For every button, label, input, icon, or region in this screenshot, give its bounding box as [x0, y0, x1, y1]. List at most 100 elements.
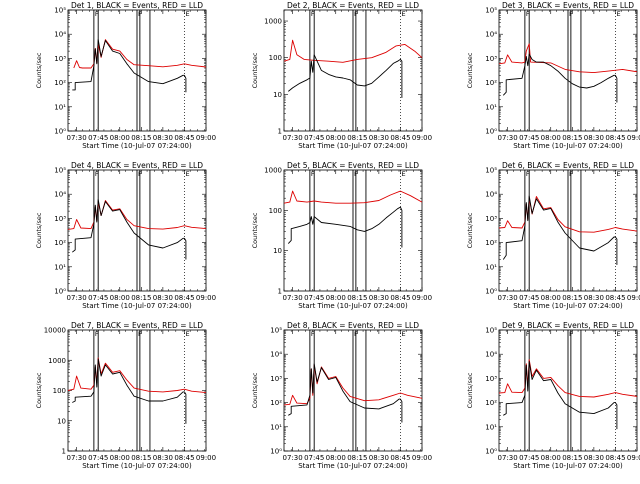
y-tick-label: 10² — [485, 399, 497, 407]
event-marker-label: E — [401, 170, 405, 178]
x-axis-label: Start Time (10-Jul-07 07:24:00) — [298, 142, 408, 150]
x-tick-label: 08:00 — [110, 294, 130, 302]
y-tick-label: 10¹ — [485, 423, 497, 431]
x-axis-label: Start Time (10-Jul-07 07:24:00) — [513, 142, 623, 150]
event-marker-label: E — [185, 10, 189, 18]
panel-title: Det 5, BLACK = Events, RED = LLD — [287, 161, 419, 170]
event-marker-label: F — [569, 170, 573, 178]
x-tick-label: 08:00 — [326, 454, 346, 462]
panel-3: Det 3, BLACK = Events, RED = LLD 10⁰ 10¹ 10… — [466, 1, 640, 150]
x-tick-label: 07:45 — [304, 294, 324, 302]
x-tick-label: 07:30 — [283, 134, 303, 142]
panel-5: Det 5, BLACK = Events, RED = LLD 1 10 100 10… — [251, 161, 432, 310]
x-tick-label: 09:00 — [627, 134, 640, 142]
series-line-black — [502, 53, 618, 103]
x-tick-label: 08:45 — [605, 134, 625, 142]
y-tick-label: 1000 — [48, 357, 66, 365]
event-marker-label: E — [401, 330, 405, 338]
y-tick-label: 100 — [269, 54, 282, 62]
x-axis-label: Start Time (10-Jul-07 07:24:00) — [298, 462, 408, 470]
x-axis-label: Start Time (10-Jul-07 07:24:00) — [513, 302, 623, 310]
series-line-black — [72, 39, 187, 93]
x-tick-label: 09:00 — [412, 294, 432, 302]
series-line-black — [287, 206, 403, 248]
event-marker-label: E — [616, 10, 620, 18]
y-axis-label: Counts/sec — [35, 52, 43, 88]
y-tick-label: 10¹ — [485, 103, 497, 111]
y-tick-label: 1 — [278, 128, 282, 136]
y-tick-label: 10⁰ — [54, 128, 66, 136]
x-tick-label: 09:00 — [627, 294, 640, 302]
event-marker-label: F — [311, 170, 315, 178]
x-tick-label: 07:30 — [67, 294, 87, 302]
event-marker-label: F — [95, 170, 99, 178]
series-line-black — [502, 195, 618, 265]
y-tick-label: 10 — [273, 91, 282, 99]
y-axis-label: Counts/sec — [35, 212, 43, 248]
event-marker-label: F — [354, 10, 358, 18]
panel-6: Det 6, BLACK = Events, RED = LLD 10⁰ 10¹ 10… — [466, 161, 640, 310]
x-tick-label: 08:00 — [326, 134, 346, 142]
x-tick-label: 07:30 — [283, 294, 303, 302]
y-tick-label: 10⁴ — [485, 191, 497, 199]
event-marker-label: E — [616, 330, 620, 338]
x-tick-label: 07:45 — [88, 134, 108, 142]
x-tick-label: 08:30 — [369, 134, 389, 142]
x-tick-label: 08:30 — [369, 294, 389, 302]
y-tick-label: 10² — [54, 239, 66, 247]
x-tick-label: 08:45 — [605, 294, 625, 302]
panel-title: Det 1, BLACK = Events, RED = LLD — [71, 1, 203, 10]
series-line-red — [67, 357, 207, 394]
y-tick-label: 10³ — [485, 215, 497, 223]
x-tick-label: 07:30 — [498, 454, 518, 462]
x-tick-label: 07:45 — [88, 294, 108, 302]
panel-title: Det 7, BLACK = Events, RED = LLD — [71, 321, 203, 330]
x-tick-label: 07:30 — [498, 134, 518, 142]
panel-1: Det 1, BLACK = Events, RED = LLD 10⁰ 10¹ 10… — [35, 1, 216, 150]
x-tick-label: 08:00 — [541, 294, 561, 302]
y-axis-label: Counts/sec — [251, 52, 259, 88]
y-tick-label: 10 — [273, 247, 282, 255]
y-tick-label: 10⁵ — [54, 7, 66, 15]
y-tick-label: 10¹ — [270, 423, 282, 431]
x-tick-label: 08:45 — [390, 134, 410, 142]
event-marker-label: F — [95, 330, 99, 338]
y-tick-label: 10⁵ — [270, 327, 282, 335]
y-tick-label: 1000 — [264, 167, 282, 175]
series-line-red — [498, 196, 638, 233]
x-tick-label: 08:30 — [153, 134, 173, 142]
panel-9: Det 9, BLACK = Events, RED = LLD 10⁰ 10¹ 10… — [466, 321, 640, 470]
x-tick-label: 07:30 — [498, 294, 518, 302]
y-tick-label: 10¹ — [485, 263, 497, 271]
x-tick-label: 08:45 — [174, 134, 194, 142]
y-tick-label: 100 — [269, 207, 282, 215]
x-tick-label: 07:30 — [67, 134, 87, 142]
x-tick-label: 07:45 — [88, 454, 108, 462]
event-marker-label: F — [138, 10, 142, 18]
x-tick-label: 08:45 — [174, 294, 194, 302]
event-marker-label: F — [311, 330, 315, 338]
series-line-black — [288, 363, 403, 423]
y-tick-label: 10⁵ — [485, 327, 497, 335]
y-tick-label: 1 — [278, 288, 282, 296]
x-axis-label: Start Time (10-Jul-07 07:24:00) — [82, 462, 192, 470]
event-marker-label: F — [354, 330, 358, 338]
x-tick-label: 08:15 — [347, 454, 367, 462]
y-tick-label: 10² — [54, 79, 66, 87]
y-tick-label: 1000 — [264, 18, 282, 26]
y-axis-label: Counts/sec — [251, 212, 259, 248]
x-tick-label: 08:00 — [541, 454, 561, 462]
x-axis-label: Start Time (10-Jul-07 07:24:00) — [298, 302, 408, 310]
x-tick-label: 08:45 — [174, 454, 194, 462]
x-tick-label: 08:15 — [131, 134, 151, 142]
event-marker-label: F — [526, 170, 530, 178]
y-axis-label: Counts/sec — [251, 372, 259, 408]
x-tick-label: 09:00 — [627, 454, 640, 462]
x-tick-label: 08:15 — [562, 134, 582, 142]
series-line-red — [283, 39, 423, 63]
y-axis-label: Counts/sec — [466, 52, 474, 88]
panel-8: Det 8, BLACK = Events, RED = LLD 10⁰ 10¹ 10… — [251, 321, 432, 470]
y-tick-label: 1 — [62, 448, 66, 456]
